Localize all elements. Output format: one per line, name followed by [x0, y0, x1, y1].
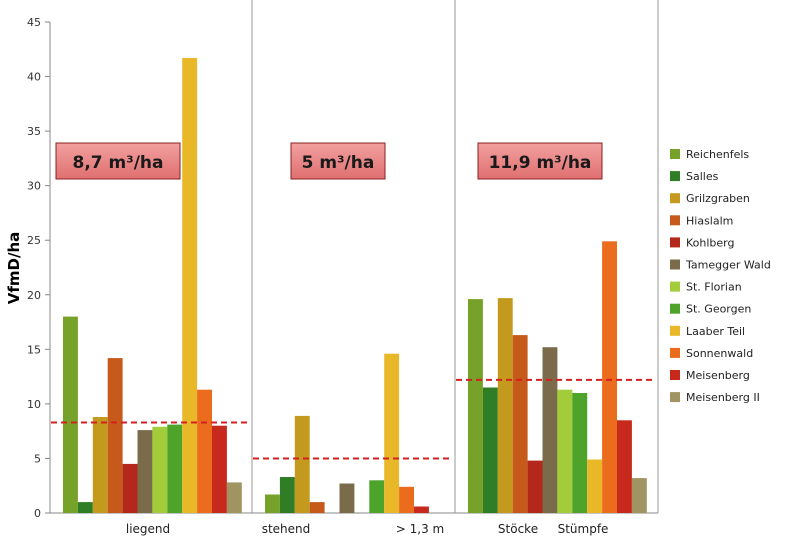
bar [339, 483, 355, 513]
bar [631, 478, 647, 513]
y-axis-title: VfmD/ha [5, 232, 23, 305]
bar [212, 425, 227, 513]
group-value-label: 8,7 m³/ha [73, 153, 164, 173]
bar [182, 58, 198, 513]
legend-label: Sonnenwald [686, 347, 753, 360]
x-axis-labels: liegend stehend > 1,3 m Stöcke Stümpfe [126, 522, 609, 536]
bar [309, 502, 325, 513]
bar [279, 477, 295, 513]
legend-label: Salles [686, 170, 719, 183]
legend-swatch [670, 215, 680, 226]
y-tick-label: 30 [27, 180, 41, 193]
bar [399, 486, 414, 513]
bar [468, 299, 483, 513]
average-lines [51, 378, 656, 460]
bar [527, 460, 543, 513]
legend: Reichenfels Salles Grilzgraben Hiaslalm Kohl… [670, 148, 771, 404]
legend-swatch [670, 392, 680, 403]
legend-swatch [670, 193, 680, 204]
bar [482, 387, 498, 513]
bar [152, 426, 168, 513]
legend-label: Grilzgraben [686, 192, 750, 205]
legend-label: Meisenberg II [686, 391, 760, 404]
bar [167, 424, 183, 513]
bar [384, 353, 400, 513]
bar [414, 506, 429, 513]
group-value-box [477, 142, 603, 180]
bar [497, 298, 513, 513]
legend-swatch [670, 370, 680, 380]
x-tick-label: stehend [262, 522, 311, 536]
group-value-box [55, 142, 181, 180]
bar [63, 316, 78, 513]
bar [122, 463, 138, 513]
bar [617, 420, 632, 513]
bar [265, 494, 280, 513]
legend-label: Hiaslalm [686, 214, 733, 227]
legend-label: Laaber Teil [686, 325, 745, 338]
y-tick-label: 15 [27, 343, 41, 356]
legend-swatch [670, 259, 680, 270]
legend-swatch [670, 347, 680, 358]
bar [92, 417, 108, 513]
bar [197, 389, 212, 513]
y-tick-label: 5 [34, 452, 41, 465]
legend-swatch [670, 303, 680, 314]
bar [542, 347, 558, 513]
bar [602, 241, 617, 514]
bar [77, 502, 93, 513]
legend-label: Kohlberg [686, 236, 735, 249]
legend-swatch [670, 325, 680, 336]
bar [107, 358, 123, 513]
group-labels: 8,7 m³/ha 5 m³/ha 11,9 m³/ha [55, 142, 603, 180]
bar [226, 482, 242, 513]
group-value-label: 5 m³/ha [302, 153, 375, 173]
y-tick-label: 0 [34, 507, 41, 520]
legend-label: Meisenberg [686, 369, 750, 382]
y-tick-label: 45 [27, 16, 41, 29]
x-tick-label: liegend [126, 522, 170, 536]
bar [512, 335, 528, 513]
legend-label: Tamegger Wald [685, 259, 771, 272]
y-tick-label: 10 [27, 398, 41, 411]
legend-label: St. Florian [686, 281, 742, 294]
y-tick-label: 35 [27, 125, 41, 138]
y-tick-label: 20 [27, 289, 41, 302]
bars [63, 58, 647, 514]
legend-swatch [670, 171, 680, 182]
x-tick-label: > 1,3 m [396, 522, 444, 536]
legend-swatch [670, 281, 680, 292]
bar [587, 459, 603, 513]
legend-label: St. Georgen [686, 303, 751, 316]
bar [369, 480, 385, 513]
bar [557, 389, 573, 513]
group-value-label: 11,9 m³/ha [489, 153, 592, 173]
x-tick-label: Stöcke [498, 522, 538, 536]
bar [294, 415, 310, 513]
legend-swatch [670, 149, 680, 159]
y-tick-label: 40 [27, 71, 41, 84]
group-value-box [290, 142, 386, 180]
y-tick-label: 25 [27, 234, 41, 247]
bar [572, 393, 588, 513]
bar [137, 430, 153, 513]
legend-swatch [670, 237, 680, 248]
legend-label: Reichenfels [686, 148, 749, 161]
x-tick-label: Stümpfe [558, 522, 609, 536]
